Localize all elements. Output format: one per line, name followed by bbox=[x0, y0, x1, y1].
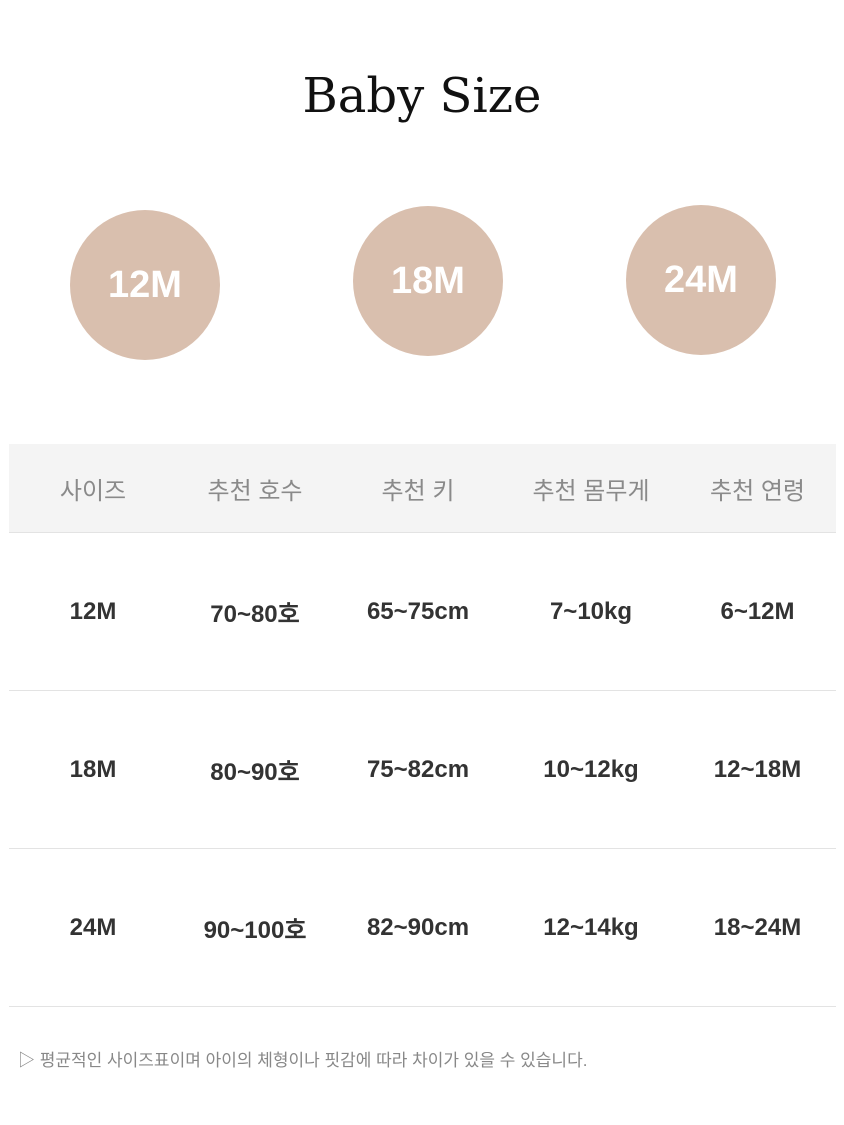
table-row: 24M 90~100호 82~90cm 12~14kg 18~24M bbox=[9, 849, 836, 1007]
table-cell: 6~12M bbox=[720, 597, 795, 625]
table-cell: 80~90호 bbox=[210, 759, 300, 786]
table-cell: 18~24M bbox=[713, 913, 802, 941]
header-cell: 추천 키 bbox=[381, 477, 455, 505]
size-table: 사이즈 추천 호수 추천 키 추천 몸무게 추천 연령 12M 70~80호 6… bbox=[9, 444, 836, 1007]
table-cell: 7~10kg bbox=[549, 597, 633, 625]
table-header: 사이즈 추천 호수 추천 키 추천 몸무게 추천 연령 bbox=[9, 444, 836, 533]
header-cell: 추천 몸무게 bbox=[532, 477, 650, 505]
table-cell: 12~18M bbox=[713, 755, 802, 783]
header-cell: 추천 연령 bbox=[710, 477, 805, 505]
table-cell: 12M bbox=[69, 597, 117, 625]
size-badge-24m: 24M bbox=[626, 205, 776, 355]
table-row: 12M 70~80호 65~75cm 7~10kg 6~12M bbox=[9, 533, 836, 691]
header-cell: 사이즈 bbox=[59, 477, 127, 505]
table-cell: 90~100호 bbox=[203, 917, 307, 944]
header-cell: 추천 호수 bbox=[207, 477, 303, 505]
table-cell: 24M bbox=[69, 913, 117, 941]
table-cell: 70~80호 bbox=[210, 601, 300, 628]
table-cell: 82~90cm bbox=[366, 913, 470, 941]
table-cell: 12~14kg bbox=[543, 913, 639, 941]
page-title: Baby Size bbox=[302, 68, 542, 124]
table-cell: 75~82cm bbox=[366, 755, 470, 783]
table-row: 18M 80~90호 75~82cm 10~12kg 12~18M bbox=[9, 691, 836, 849]
table-cell: 10~12kg bbox=[543, 755, 639, 783]
size-badge-18m: 18M bbox=[353, 206, 503, 356]
size-badge-12m: 12M bbox=[70, 210, 220, 360]
size-note: ▷ 평균적인 사이즈표이며 아이의 체형이나 핏감에 따라 차이가 있을 수 있… bbox=[18, 1051, 588, 1070]
table-cell: 18M bbox=[69, 755, 117, 783]
table-cell: 65~75cm bbox=[366, 597, 470, 625]
